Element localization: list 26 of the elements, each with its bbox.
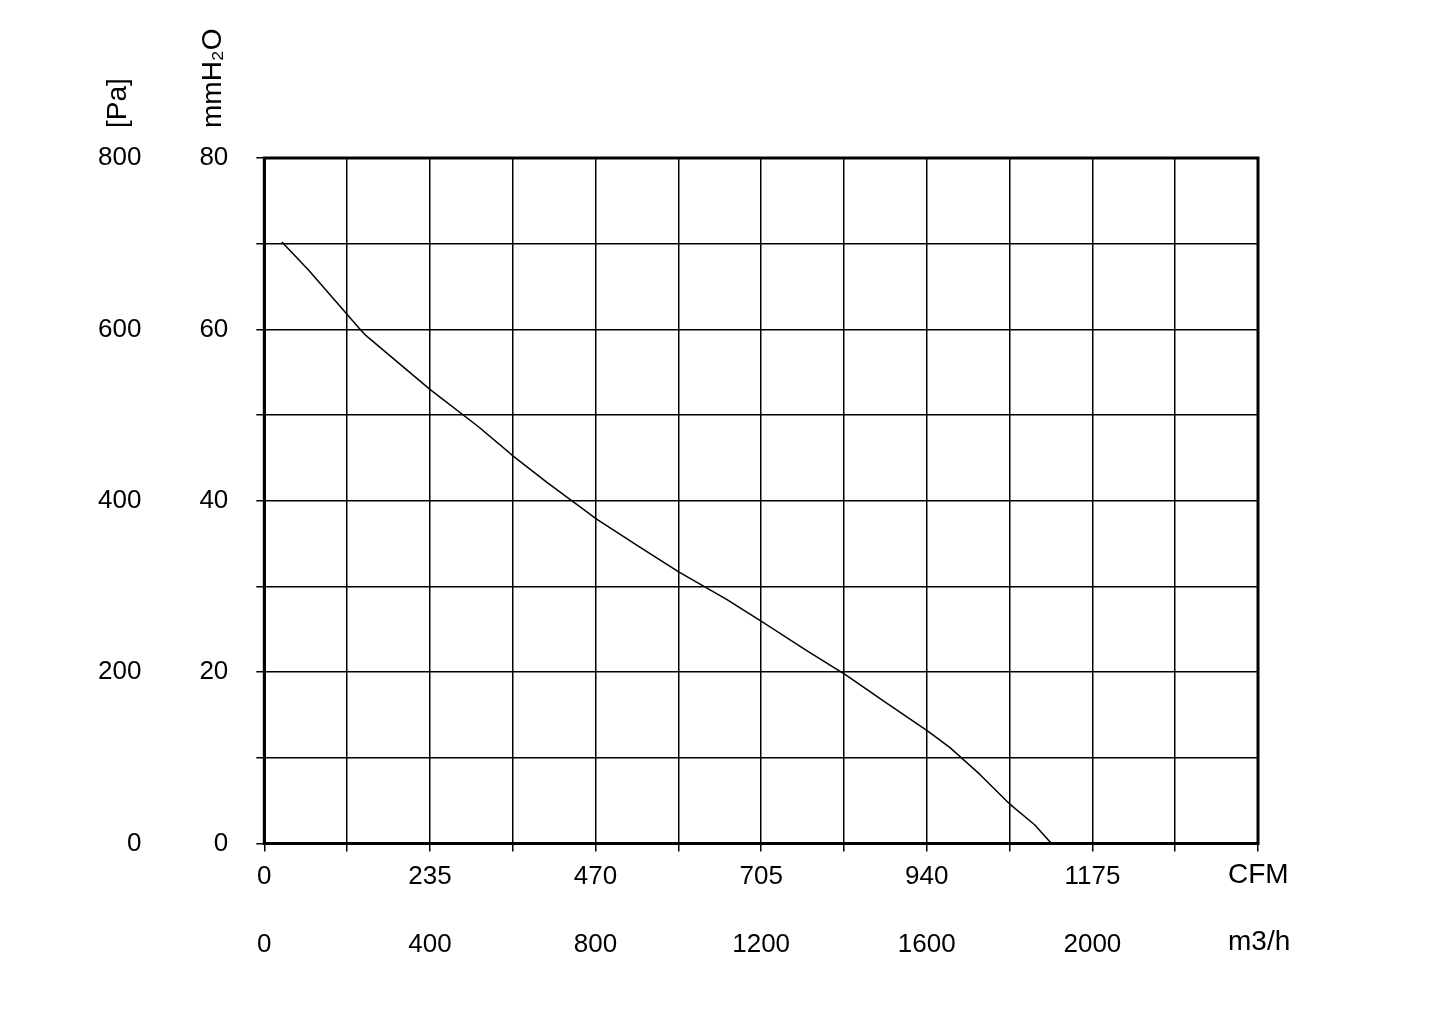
y-tick-label: 0 bbox=[126, 826, 142, 857]
y-tick-label: 400 bbox=[97, 483, 142, 514]
x-axis-title: CFM bbox=[1228, 857, 1289, 889]
y2-tick-label: 40 bbox=[199, 483, 229, 514]
x2-tick-label: 2000 bbox=[1063, 927, 1122, 958]
x-tick-label: 705 bbox=[739, 860, 783, 891]
y2-axis-title: mmH₂O bbox=[195, 28, 227, 128]
x2-tick-label: 1600 bbox=[897, 927, 956, 958]
x2-axis-title: m3/h bbox=[1228, 925, 1291, 957]
x2-tick-label: 1200 bbox=[732, 927, 791, 958]
x-tick-label: 940 bbox=[905, 860, 949, 891]
y2-tick-label: 60 bbox=[199, 312, 229, 343]
y-tick-label: 800 bbox=[97, 141, 142, 172]
x2-tick-label: 400 bbox=[408, 927, 452, 958]
y2-tick-label: 0 bbox=[213, 826, 229, 857]
y-axis-title: [Pa] bbox=[101, 78, 133, 128]
x-tick-label: 0 bbox=[257, 860, 272, 891]
x2-tick-label: 800 bbox=[573, 927, 618, 958]
x-tick-label: 235 bbox=[408, 860, 452, 891]
y2-tick-label: 80 bbox=[199, 141, 229, 172]
x-tick-label: 1175 bbox=[1064, 860, 1121, 891]
y2-tick-label: 20 bbox=[199, 655, 229, 686]
x-tick-label: 470 bbox=[573, 860, 618, 891]
y-tick-label: 600 bbox=[97, 312, 142, 343]
y-tick-label: 200 bbox=[97, 655, 142, 686]
x2-tick-label: 0 bbox=[257, 927, 272, 958]
